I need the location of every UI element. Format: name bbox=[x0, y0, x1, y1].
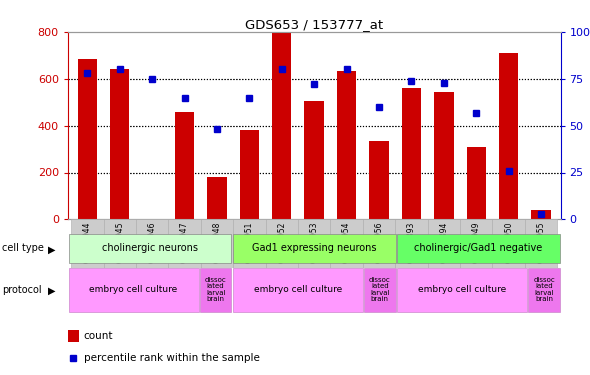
Bar bbox=[68, 330, 78, 342]
Bar bbox=[467, 147, 486, 219]
Bar bbox=[364, 268, 396, 312]
Bar bbox=[330, 219, 363, 268]
Text: GSM16948: GSM16948 bbox=[212, 222, 221, 263]
Bar bbox=[397, 268, 527, 312]
Text: dissoc
iated
larval
brain: dissoc iated larval brain bbox=[369, 277, 391, 302]
Text: protocol: protocol bbox=[2, 285, 41, 295]
Bar bbox=[272, 33, 291, 219]
Text: dissoc
iated
larval
brain: dissoc iated larval brain bbox=[533, 277, 555, 302]
Bar bbox=[200, 268, 231, 312]
Bar bbox=[77, 59, 97, 219]
Text: GSM16953: GSM16953 bbox=[310, 222, 319, 263]
Bar bbox=[266, 219, 298, 268]
Bar bbox=[207, 177, 227, 219]
Bar bbox=[397, 234, 560, 263]
Bar bbox=[298, 219, 330, 268]
Bar bbox=[110, 69, 129, 219]
Bar bbox=[428, 219, 460, 268]
Text: cholinergic neurons: cholinergic neurons bbox=[102, 243, 198, 253]
Text: ▶: ▶ bbox=[48, 286, 56, 296]
Text: GSM16954: GSM16954 bbox=[342, 222, 351, 263]
Bar bbox=[402, 88, 421, 219]
Bar bbox=[434, 92, 454, 219]
Text: percentile rank within the sample: percentile rank within the sample bbox=[84, 353, 260, 363]
Bar bbox=[103, 219, 136, 268]
Bar bbox=[232, 234, 396, 263]
Bar bbox=[525, 219, 558, 268]
Text: GSM16945: GSM16945 bbox=[115, 222, 124, 263]
Bar bbox=[499, 53, 519, 219]
Text: cholinergic/Gad1 negative: cholinergic/Gad1 negative bbox=[414, 243, 543, 253]
Text: ▶: ▶ bbox=[48, 244, 56, 255]
Text: Gad1 expressing neurons: Gad1 expressing neurons bbox=[252, 243, 376, 253]
Text: GSM16893: GSM16893 bbox=[407, 222, 416, 263]
Bar bbox=[528, 268, 560, 312]
Text: GSM16950: GSM16950 bbox=[504, 222, 513, 263]
Bar bbox=[460, 219, 493, 268]
Title: GDS653 / 153777_at: GDS653 / 153777_at bbox=[245, 18, 384, 31]
Text: GSM16952: GSM16952 bbox=[277, 222, 286, 263]
Bar bbox=[532, 210, 551, 219]
Bar bbox=[201, 219, 233, 268]
Bar bbox=[168, 219, 201, 268]
Text: GSM16951: GSM16951 bbox=[245, 222, 254, 263]
Bar bbox=[71, 219, 103, 268]
Text: embryo cell culture: embryo cell culture bbox=[90, 285, 178, 294]
Bar bbox=[395, 219, 428, 268]
Bar bbox=[68, 268, 199, 312]
Bar bbox=[233, 219, 266, 268]
Bar bbox=[240, 130, 259, 219]
Bar bbox=[369, 141, 389, 219]
Bar bbox=[68, 234, 231, 263]
Text: count: count bbox=[84, 332, 113, 342]
Text: cell type: cell type bbox=[2, 243, 44, 254]
Text: GSM16894: GSM16894 bbox=[440, 222, 448, 263]
Bar bbox=[337, 70, 356, 219]
Text: GSM16946: GSM16946 bbox=[148, 222, 156, 263]
Text: GSM16956: GSM16956 bbox=[375, 222, 384, 263]
Text: GSM16949: GSM16949 bbox=[472, 222, 481, 263]
Bar bbox=[493, 219, 525, 268]
Bar bbox=[304, 101, 324, 219]
Text: dissoc
iated
larval
brain: dissoc iated larval brain bbox=[205, 277, 227, 302]
Text: GSM16947: GSM16947 bbox=[180, 222, 189, 263]
Bar bbox=[232, 268, 363, 312]
Bar bbox=[363, 219, 395, 268]
Text: GSM16944: GSM16944 bbox=[83, 222, 92, 263]
Bar bbox=[175, 112, 194, 219]
Bar bbox=[136, 219, 168, 268]
Text: embryo cell culture: embryo cell culture bbox=[254, 285, 342, 294]
Text: GSM16955: GSM16955 bbox=[536, 222, 546, 263]
Text: embryo cell culture: embryo cell culture bbox=[418, 285, 506, 294]
